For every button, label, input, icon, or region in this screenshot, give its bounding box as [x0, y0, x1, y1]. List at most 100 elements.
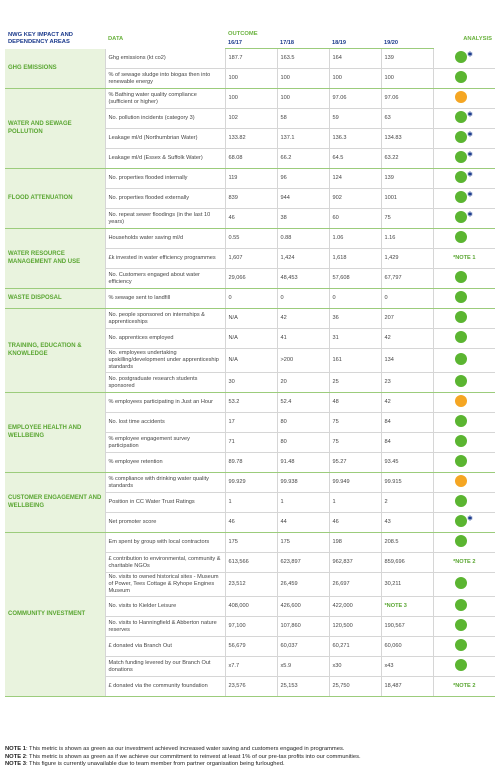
value-cell: 124	[328, 168, 381, 190]
value-cell: 44	[276, 512, 329, 534]
metric-row: No. repeat sewer floodings (in the last …	[5, 208, 496, 230]
metric-label: £ donated via Branch Out	[104, 636, 225, 658]
value-cell: 71	[224, 432, 277, 454]
status-icon	[455, 331, 468, 344]
value-cell: 97.06	[380, 88, 434, 110]
value-cell: 1	[276, 492, 329, 514]
analysis-cell	[432, 148, 496, 170]
metric-label: % employee retention	[104, 452, 225, 474]
analysis-cell	[432, 88, 496, 110]
status-icon	[455, 455, 468, 468]
note: NOTE 2: This metric is shown as green as…	[5, 754, 495, 762]
value-cell: 163.5	[276, 48, 329, 70]
value-cell: x30	[328, 656, 381, 678]
metric-label: % sewage sent to landfill	[104, 288, 225, 310]
value-cell: 43	[380, 512, 434, 534]
analysis-cell	[432, 596, 496, 618]
status-icon	[455, 475, 468, 488]
note-title: NOTE 3	[5, 761, 26, 768]
status-dot	[455, 50, 468, 63]
area-header: NWG KEY IMPACT AND DEPENDENCY AREAS	[8, 32, 73, 46]
analysis-cell: *NOTE 1	[432, 248, 496, 270]
note-title: NOTE 2	[5, 753, 26, 760]
table-body: NWG KEY IMPACT AND DEPENDENCY AREAS DATA…	[5, 30, 496, 698]
metric-label: No. visits to Kielder Leisure	[104, 596, 225, 618]
note: NOTE 3: This figure is currently unavail…	[5, 761, 495, 769]
status-icon	[455, 191, 473, 204]
note: NOTE 1: This metric is shown as green as…	[5, 746, 495, 754]
status-dot	[455, 395, 468, 408]
metric-row: Leakage ml/d (Northumbrian Water) 133.82 1…	[5, 128, 496, 150]
area-label: WATER AND SEWAGE POLLUTION	[5, 88, 105, 170]
value-cell: 107,860	[276, 616, 329, 638]
star-mark	[467, 172, 473, 176]
value-cell: 100	[224, 68, 277, 90]
value-cell: 89.78	[224, 452, 277, 474]
metric-label: % compliance with drinking water quality…	[104, 472, 225, 494]
metric-row: No. properties flooded externally 839 944 9…	[5, 188, 496, 210]
value-cell: 100	[224, 88, 277, 110]
analysis-cell	[432, 68, 496, 90]
value-cell: 46	[328, 512, 381, 534]
value-cell: 187.7	[224, 48, 277, 70]
value-cell: 56,679	[224, 636, 277, 658]
year-label: 19/20	[381, 39, 434, 50]
analysis-cell	[432, 208, 496, 230]
value-cell: 613,566	[224, 552, 277, 574]
value-cell: 97,100	[224, 616, 277, 638]
value-cell: *NOTE 3	[380, 596, 434, 618]
status-dot	[455, 131, 468, 144]
value-cell: 190,567	[380, 616, 434, 638]
metric-label: % Bathing water quality compliance (suff…	[104, 88, 225, 110]
status-dot	[455, 271, 468, 284]
years-row: 16/17 17/18 18/19 19/20	[5, 39, 495, 50]
metric-label: Households water saving ml/d	[104, 228, 225, 250]
status-dot	[455, 415, 468, 428]
value-cell: 67,797	[380, 268, 434, 290]
value-cell: x7.7	[224, 656, 277, 678]
status-dot	[455, 455, 468, 468]
value-cell: 26,697	[328, 572, 381, 598]
value-cell: 1.16	[380, 228, 434, 250]
metric-row: TRAINING, EDUCATION & KNOWLEDGE No. peopl…	[5, 308, 496, 394]
metric-row: % employee engagement survey participati…	[5, 432, 496, 454]
analysis-header: ANALYSIS	[463, 35, 493, 42]
metric-row: No. employees undertaking upskilling/dev…	[5, 348, 496, 374]
analysis-cell	[432, 656, 496, 678]
metric-row: CUSTOMER ENGAGEMENT AND WELLBEING% compl…	[5, 472, 496, 534]
year-label: 17/18	[277, 39, 329, 50]
analysis-cell	[432, 328, 496, 350]
outcome-header: OUTCOME	[228, 31, 258, 37]
value-cell: 60	[328, 208, 381, 230]
value-cell: 60,037	[276, 636, 329, 658]
metric-label: No. repeat sewer floodings (in the last …	[104, 208, 225, 230]
status-dot	[455, 211, 468, 224]
status-dot	[455, 353, 468, 366]
metric-row: Leakage ml/d (Essex & Suffolk Water) 68.0…	[5, 148, 496, 170]
value-cell: 18,487	[380, 676, 434, 698]
value-cell: 119	[224, 168, 277, 190]
value-cell: 17	[224, 412, 277, 434]
area-label: GHG EMISSIONS	[5, 48, 105, 90]
area-label: TRAINING, EDUCATION & KNOWLEDGE	[5, 308, 105, 394]
value-cell: x43	[380, 656, 434, 678]
status-icon	[455, 395, 468, 408]
metric-row: WATER AND SEWAGE POLLUTION% Bathing wate…	[5, 88, 496, 170]
header-row: NWG KEY IMPACT AND DEPENDENCY AREAS DATA…	[5, 30, 495, 45]
note-label: *NOTE 2	[453, 683, 476, 690]
star-mark	[467, 152, 473, 156]
value-cell: 80	[276, 412, 329, 434]
value-cell: N/A	[224, 328, 277, 350]
value-cell: 99.938	[276, 472, 329, 494]
metric-label: Position in CC Water Trust Ratings	[104, 492, 225, 514]
value-cell: 97.06	[328, 88, 381, 110]
status-dot	[455, 375, 468, 388]
metric-row: Position in CC Water Trust Ratings 1 1 1 2	[5, 492, 496, 514]
status-dot	[455, 515, 468, 528]
value-cell: 80	[276, 432, 329, 454]
value-cell: 99.929	[224, 472, 277, 494]
status-icon	[455, 353, 468, 366]
status-dot	[455, 331, 468, 344]
status-icon	[455, 291, 468, 304]
